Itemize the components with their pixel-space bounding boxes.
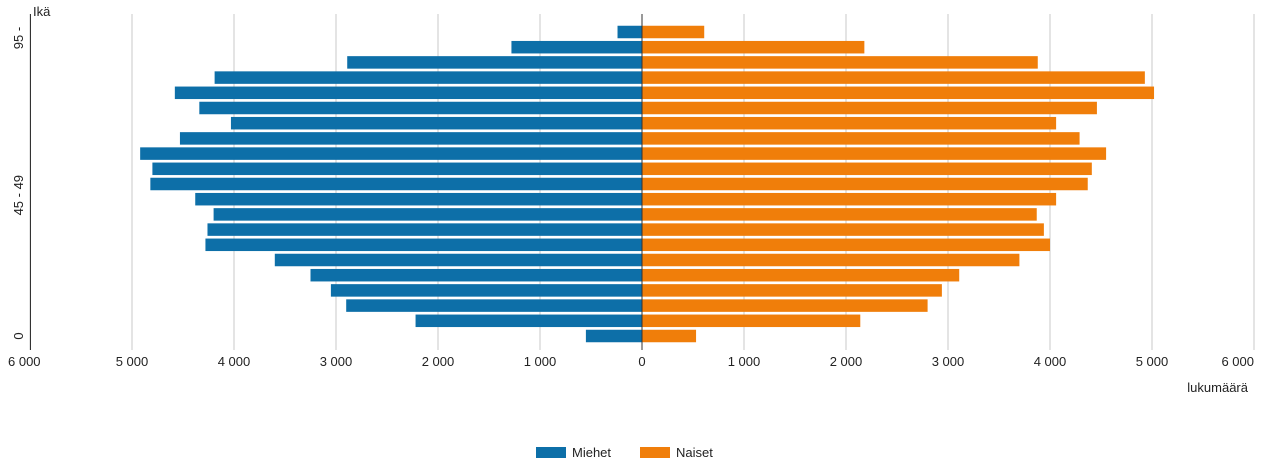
bar-miehet: [195, 192, 643, 206]
bar-miehet: [330, 284, 642, 297]
bar-miehet: [174, 86, 642, 100]
bar-miehet: [347, 56, 642, 69]
y-tick-labels: 95 - 45 - 49 0: [11, 27, 26, 340]
legend-label: Miehet: [572, 445, 611, 459]
y-axis-title: Ikä: [33, 4, 51, 19]
bar-miehet: [415, 314, 642, 328]
bar-miehet: [205, 238, 642, 252]
bar-miehet: [199, 101, 642, 115]
bar-naiset: [642, 147, 1107, 160]
bar-miehet: [179, 132, 642, 145]
bar-miehet: [274, 253, 642, 267]
bar-naiset: [642, 238, 1050, 252]
bars: [140, 25, 1155, 343]
bar-naiset: [642, 101, 1097, 115]
x-tick-label: 6 000: [1221, 354, 1254, 369]
bar-miehet: [214, 71, 642, 84]
x-tick-labels: 6 000 5 000 4 000 3 000 2 000 1 000 0 1 000 2 00…: [8, 354, 1254, 369]
bar-naiset: [642, 299, 928, 312]
bar-naiset: [642, 177, 1088, 191]
bar-miehet: [150, 177, 643, 191]
bar-naiset: [642, 116, 1057, 130]
bar-miehet: [140, 147, 642, 160]
legend: Miehet Naiset: [536, 445, 713, 459]
legend-swatch: [640, 447, 670, 458]
bar-naiset: [642, 25, 705, 39]
bar-miehet: [213, 208, 642, 221]
bar-miehet: [230, 116, 642, 130]
bar-miehet: [346, 299, 642, 312]
bar-naiset: [642, 71, 1145, 84]
x-tick-label: 3 000: [932, 354, 965, 369]
bar-naiset: [642, 208, 1037, 221]
bar-naiset: [642, 132, 1080, 145]
bar-miehet: [617, 25, 642, 39]
bar-naiset: [642, 162, 1092, 176]
x-tick-label: 6 000: [8, 354, 41, 369]
x-tick-label: 3 000: [320, 354, 353, 369]
x-tick-label: 5 000: [116, 354, 149, 369]
y-tick-label: 95 -: [11, 27, 26, 49]
x-axis-title: lukumäärä: [1187, 380, 1248, 395]
y-tick-label: 45 - 49: [11, 175, 26, 215]
legend-label: Naiset: [676, 445, 713, 459]
bar-naiset: [642, 86, 1155, 100]
bar-naiset: [642, 329, 697, 343]
bar-naiset: [642, 253, 1020, 267]
bar-naiset: [642, 40, 865, 54]
bar-miehet: [310, 268, 642, 282]
x-tick-label: 5 000: [1136, 354, 1169, 369]
bar-miehet: [207, 223, 643, 236]
bar-naiset: [642, 284, 942, 297]
bar-naiset: [642, 314, 861, 328]
bar-naiset: [642, 268, 960, 282]
x-tick-label: 2 000: [830, 354, 863, 369]
bar-miehet: [585, 329, 642, 343]
bar-naiset: [642, 223, 1044, 236]
x-tick-label: 2 000: [422, 354, 455, 369]
bar-miehet: [152, 162, 642, 176]
x-tick-label: 1 000: [524, 354, 557, 369]
bar-miehet: [511, 40, 642, 54]
x-tick-label: 4 000: [218, 354, 251, 369]
x-tick-label: 1 000: [728, 354, 761, 369]
y-tick-label: 0: [11, 332, 26, 339]
x-tick-label: 4 000: [1034, 354, 1067, 369]
bar-naiset: [642, 56, 1038, 69]
x-tick-label: 0: [638, 354, 645, 369]
bar-naiset: [642, 192, 1057, 206]
legend-swatch: [536, 447, 566, 458]
